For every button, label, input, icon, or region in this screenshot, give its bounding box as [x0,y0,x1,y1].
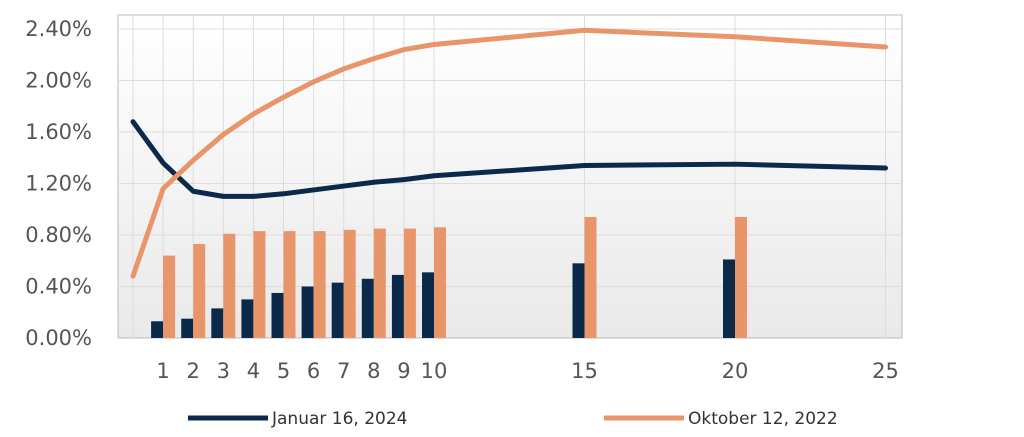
y-tick-label: 2.40% [25,17,92,41]
series-line-2022 [130,27,888,279]
x-axis-ticks: 1 2 3 4 5 6 7 8 9 10 15 20 25 [156,359,898,383]
bar-2022 [163,255,176,338]
bar-2024 [572,263,585,338]
plot-area [117,14,903,339]
y-tick-label: 2.00% [25,69,92,93]
bar-2022 [735,216,747,338]
y-tick-label: 1.60% [25,120,92,144]
bar-2022 [253,231,266,338]
y-axis-ticks: 0.00% 0.40% 0.80% 1.20% 1.60% 2.00% 2.40% [25,17,92,350]
bar-2022 [373,228,386,338]
bar-2024 [241,299,254,338]
x-tick-label: 10 [421,359,448,383]
bar-2022 [403,228,416,338]
bars [151,216,747,338]
bar-2024 [331,282,344,338]
bar-2024 [211,308,224,338]
y-tick-label: 0.00% [25,326,92,350]
legend-label-2022: Oktober 12, 2022 [688,409,838,429]
bar-2022 [434,227,446,338]
x-tick-label: 1 [156,359,169,383]
x-tick-label: 25 [872,359,899,383]
bar-2022 [313,231,326,338]
bar-2024 [181,318,194,338]
series-line-2024 [130,119,888,199]
x-tick-label: 3 [217,359,230,383]
bar-2022 [193,244,206,338]
bar-2024 [301,286,314,338]
x-tick-label: 4 [247,359,260,383]
bar-2022 [223,233,236,338]
y-tick-label: 1.20% [25,172,92,196]
bar-2024 [151,321,164,338]
legend: Januar 16, 2024 Oktober 12, 2022 [188,409,838,429]
x-tick-label: 20 [722,359,749,383]
x-tick-label: 8 [367,359,380,383]
bar-2022 [584,216,597,338]
bar-2024 [361,278,374,338]
lines [130,27,888,279]
bar-2024 [422,272,434,338]
bar-2022 [343,229,356,338]
bar-2024 [391,274,404,338]
bar-2022 [283,231,296,338]
y-tick-label: 0.80% [25,223,92,247]
legend-label-2024: Januar 16, 2024 [271,409,408,429]
x-tick-label: 7 [337,359,350,383]
x-tick-label: 9 [397,359,410,383]
y-tick-label: 0.40% [25,275,92,299]
x-tick-label: 6 [307,359,320,383]
bar-2024 [723,259,735,338]
x-tick-label: 15 [571,359,598,383]
x-tick-label: 2 [187,359,200,383]
x-tick-label: 5 [277,359,290,383]
bar-2024 [271,292,284,338]
